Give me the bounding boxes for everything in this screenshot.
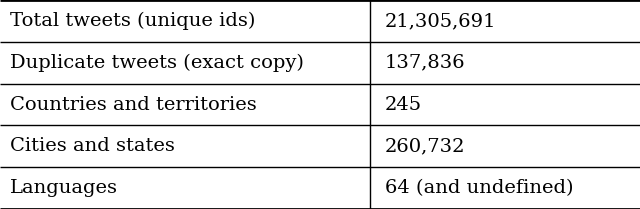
Text: Total tweets (unique ids): Total tweets (unique ids): [10, 12, 255, 30]
Text: 64 (and undefined): 64 (and undefined): [385, 179, 573, 197]
Text: Duplicate tweets (exact copy): Duplicate tweets (exact copy): [10, 54, 304, 72]
Text: Languages: Languages: [10, 179, 118, 197]
Text: 260,732: 260,732: [385, 137, 465, 155]
Text: Countries and territories: Countries and territories: [10, 96, 257, 113]
Text: 21,305,691: 21,305,691: [385, 12, 497, 30]
Text: 245: 245: [385, 96, 422, 113]
Text: 137,836: 137,836: [385, 54, 466, 72]
Text: Cities and states: Cities and states: [10, 137, 175, 155]
